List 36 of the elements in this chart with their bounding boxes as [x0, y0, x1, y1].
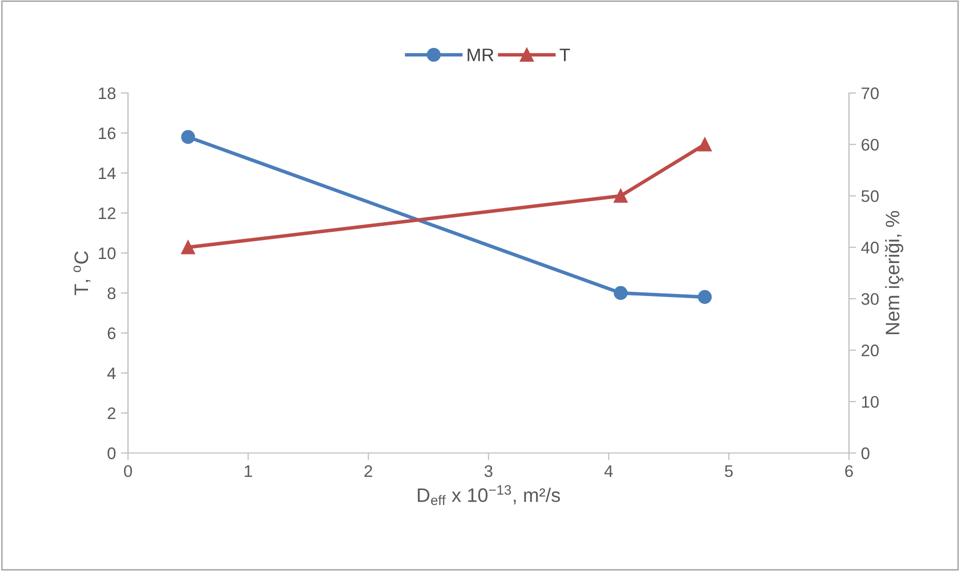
- point: [181, 240, 196, 254]
- y-tick-label: 18: [98, 87, 116, 100]
- y2-tick-label: 70: [862, 87, 879, 100]
- y2-tick-label: 50: [861, 190, 879, 202]
- y-axis-title: T, $^{o}$C: [73, 251, 90, 296]
- point: [181, 130, 196, 144]
- y2-axis-title: Nem içeriği, %: [884, 211, 904, 334]
- x-tick-label: 6: [845, 465, 853, 478]
- x-tick-label: 4: [604, 465, 613, 477]
- point: [614, 286, 628, 300]
- y2-tick-label: 10: [862, 396, 879, 408]
- legend-label: MR: [468, 48, 494, 62]
- y-tick-label: 8: [108, 287, 116, 300]
- y-tick-label: 10: [98, 247, 116, 260]
- x-tick-label: 1: [244, 465, 252, 477]
- y2-tick-label: 0: [861, 447, 870, 460]
- x-axis-title: D$_{eff}$ x 10$^{−13}$, m²/s: [418, 485, 560, 506]
- point: [698, 290, 712, 304]
- y-tick-label: 14: [98, 168, 116, 180]
- y-tick-label: 2: [108, 407, 116, 420]
- y-tick-label: 16: [98, 127, 116, 140]
- y-tick-label: 6: [108, 327, 116, 340]
- x-tick-label: 0: [124, 465, 132, 478]
- y2-tick-label: 40: [861, 242, 879, 254]
- y-tick-label: 4: [107, 368, 116, 380]
- x-tick-label: 2: [364, 465, 372, 477]
- point: [698, 137, 712, 152]
- y2-tick-label: 20: [862, 344, 879, 356]
- point: [614, 188, 628, 203]
- x-tick-label: 5: [724, 465, 733, 478]
- legend-label: T: [560, 48, 570, 62]
- y2-tick-label: 60: [862, 138, 879, 151]
- y-tick-label: 12: [98, 207, 116, 220]
- y2-tick-label: 30: [861, 293, 879, 305]
- y-tick-label: 0: [108, 447, 116, 460]
- x-tick-label: 3: [484, 465, 492, 478]
